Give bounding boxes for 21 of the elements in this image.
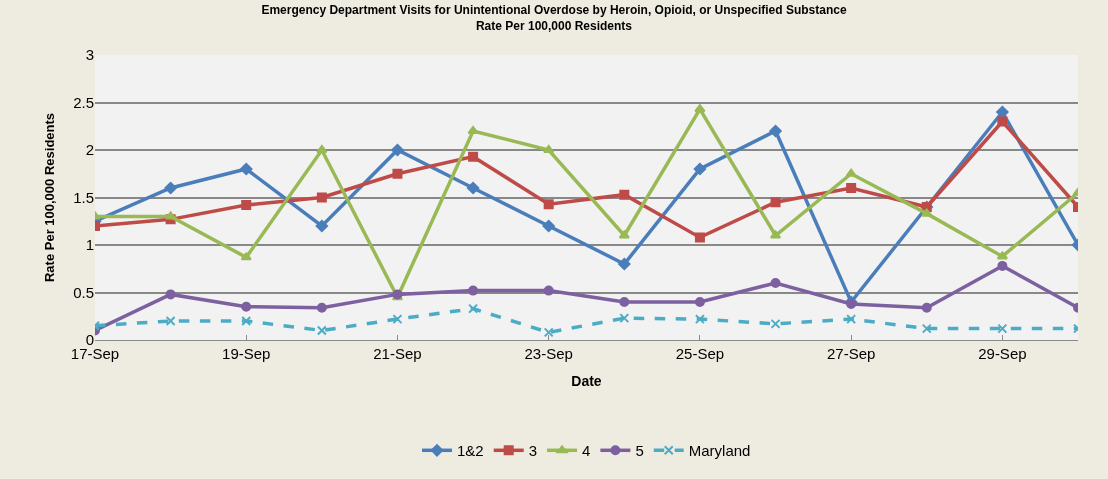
y-tick-label: 1 [85, 236, 94, 254]
y-tick-label: 3 [85, 46, 94, 64]
y-tick-label: 2 [85, 141, 94, 159]
x-tick-label: 21-Sep [373, 345, 422, 362]
x-axis-title: Date [571, 373, 602, 390]
x-tick-label: 27-Sep [826, 345, 876, 362]
x-tick-label: 29-Sep [978, 345, 1027, 362]
y-tick-label: 0.5 [73, 283, 94, 301]
chart-title: Emergency Department Visits for Unintentional Overdose by Heroin, Opioid, or Unspecified Substance [261, 3, 847, 18]
legend-label: 3 [528, 442, 538, 460]
legend-label: 5 [635, 442, 644, 460]
x-tick-label: 19-Sep [222, 345, 271, 362]
legend-label: 4 [582, 442, 591, 460]
y-tick-label: 1.5 [73, 188, 94, 206]
x-tick-label: 25-Sep [675, 345, 725, 362]
y-tick-label: 2.5 [73, 93, 94, 111]
y-axis-title: Rate Per 100,000 Residents [42, 112, 58, 283]
legend-label: Maryland [688, 442, 751, 460]
legend-label: 1&2 [457, 442, 484, 460]
x-tick-label: 23-Sep [524, 345, 573, 362]
chart-subtitle: Rate Per 100,000 Residents [475, 18, 633, 33]
